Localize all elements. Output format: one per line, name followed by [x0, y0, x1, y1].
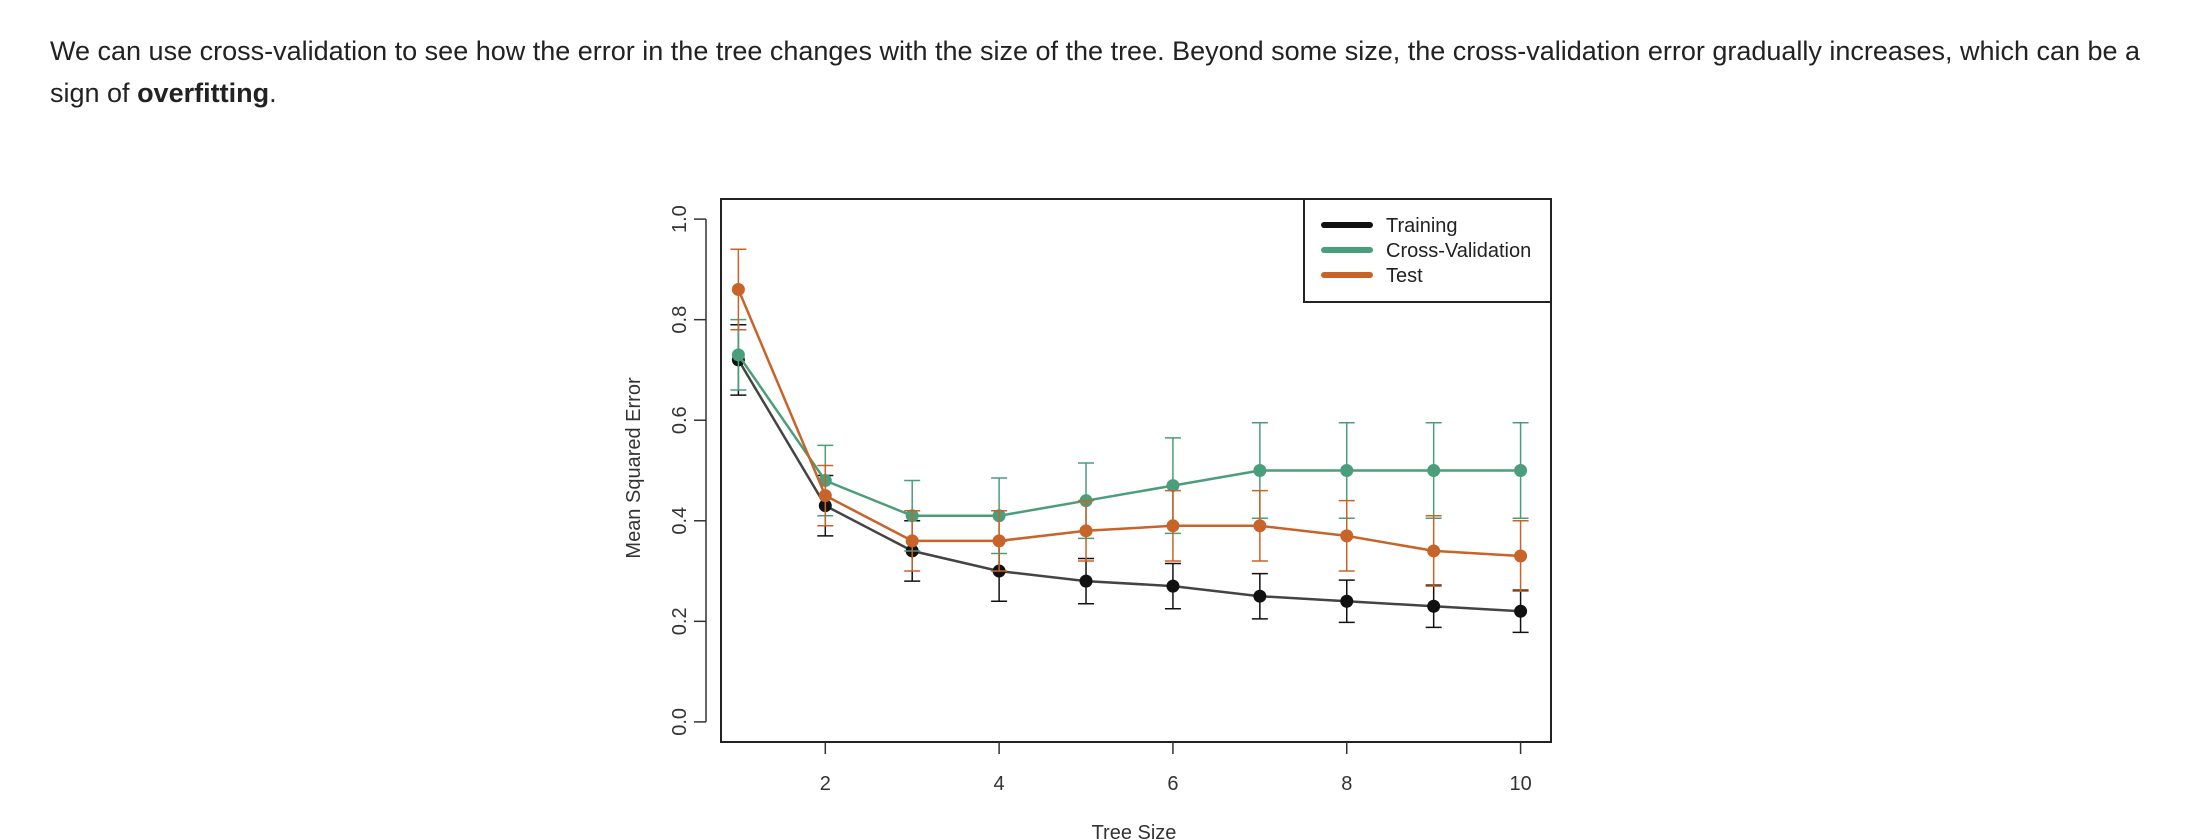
data-point — [1166, 579, 1180, 593]
x-tick-label: 6 — [1167, 773, 1178, 795]
y-tick-label: 0.2 — [669, 607, 691, 635]
x-tick-label: 2 — [820, 773, 831, 795]
series-line — [737, 289, 1521, 558]
data-point — [1340, 464, 1354, 477]
data-point — [731, 348, 745, 362]
y-axis: 0.0 0.2 0.4 0.6 0.8 1.0 — [669, 205, 707, 736]
data-point — [1253, 464, 1267, 477]
data-point — [1514, 604, 1528, 618]
series-0 — [730, 323, 1529, 634]
data-point — [1253, 519, 1267, 533]
data-point — [1514, 549, 1528, 563]
overfitting-term: overfitting — [137, 78, 270, 108]
series-line — [737, 354, 1521, 518]
data-point — [1427, 599, 1441, 613]
data-point — [1166, 519, 1180, 533]
data-point — [1340, 594, 1354, 608]
data-point — [818, 489, 832, 503]
x-axis-label: Tree Size — [1092, 822, 1177, 840]
y-axis-label: Mean Squared Error — [623, 377, 645, 559]
data-point — [992, 534, 1006, 548]
intro-end: . — [269, 78, 277, 108]
x-tick-label: 8 — [1341, 773, 1352, 795]
y-tick-label: 0.8 — [669, 306, 691, 334]
data-point — [1427, 464, 1441, 477]
data-point — [731, 283, 745, 296]
intro-paragraph: We can use cross-validation to see how t… — [50, 30, 2150, 114]
data-point — [905, 534, 919, 548]
y-tick-label: 0.0 — [669, 708, 691, 736]
intro-text: We can use cross-validation to see how t… — [50, 36, 2141, 108]
legend-label: Test — [1386, 265, 1423, 287]
legend: Training Cross-Validation Test — [1303, 198, 1552, 303]
series-line — [737, 359, 1521, 613]
legend-label: Cross-Validation — [1386, 240, 1531, 262]
y-tick-label: 0.6 — [669, 406, 691, 434]
legend-label: Training — [1386, 215, 1458, 237]
data-point — [1427, 544, 1441, 558]
series-2 — [730, 248, 1529, 592]
data-point — [1340, 529, 1354, 543]
data-point — [1079, 524, 1093, 538]
x-tick-label: 4 — [994, 773, 1005, 795]
x-axis: 2 4 6 8 10 — [820, 742, 1532, 795]
y-tick-label: 1.0 — [669, 205, 691, 233]
plot-frame — [720, 198, 1552, 743]
y-tick-label: 0.4 — [669, 507, 691, 535]
x-tick-label: 10 — [1509, 773, 1531, 795]
data-point — [1253, 589, 1267, 603]
series-layer — [730, 248, 1529, 634]
data-point — [1514, 464, 1528, 477]
data-point — [1166, 479, 1180, 493]
data-point — [1079, 574, 1093, 588]
